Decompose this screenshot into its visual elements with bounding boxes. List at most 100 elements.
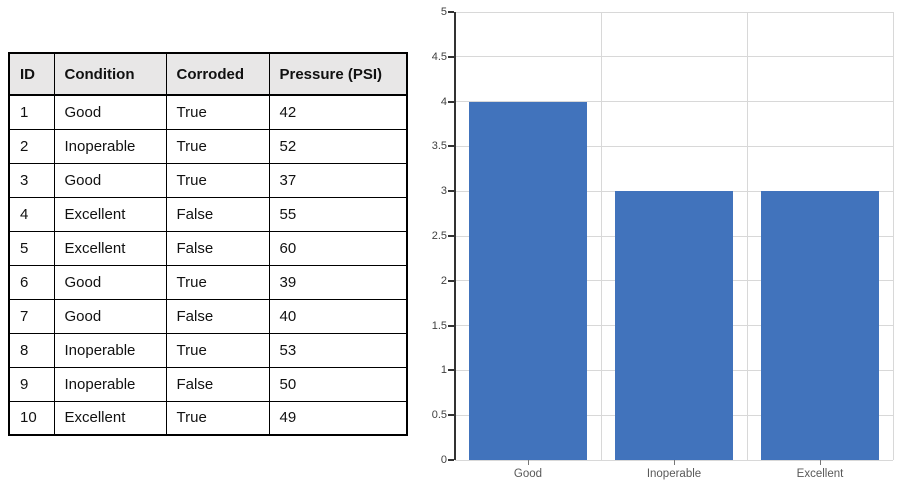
- table-cell: Excellent: [53, 196, 167, 232]
- vertical-gridline: [600, 12, 602, 460]
- x-axis-tick: [820, 460, 821, 465]
- horizontal-gridline: [455, 190, 893, 192]
- y-axis-line: [454, 12, 456, 460]
- data-table: ID Condition Corroded Pressure (PSI) 1 Good T…: [8, 52, 408, 436]
- table-cell: Good: [53, 162, 167, 198]
- table-row: 8 Inoperable True 53: [8, 332, 408, 368]
- horizontal-gridline: [455, 101, 893, 103]
- table-cell: 40: [268, 298, 408, 334]
- table-cell: 55: [268, 196, 408, 232]
- y-axis-tick-label: 2.5: [431, 230, 447, 242]
- table-cell: True: [165, 400, 270, 436]
- horizontal-gridline: [455, 414, 893, 416]
- y-axis-tick-label: 2: [440, 274, 447, 287]
- table-cell: 52: [268, 128, 408, 164]
- y-axis-tick: [448, 369, 454, 372]
- table-row: 7 Good False 40: [8, 298, 408, 334]
- table-cell: True: [165, 264, 270, 300]
- table-cell: 60: [268, 230, 408, 266]
- y-axis-tick: [448, 145, 454, 148]
- horizontal-gridline: [455, 11, 893, 13]
- table-cell: 3: [8, 162, 55, 198]
- table-cell: Excellent: [53, 400, 167, 436]
- table-cell: Inoperable: [53, 366, 167, 402]
- table-cell: True: [165, 128, 270, 164]
- y-axis-tick-label: 5: [440, 6, 447, 18]
- column-header: Condition: [53, 52, 167, 96]
- table-cell: Good: [53, 298, 167, 334]
- vertical-gridline: [746, 12, 748, 460]
- table-cell: False: [165, 230, 270, 266]
- bar-inoperable: [615, 191, 733, 460]
- table-cell: 5: [8, 230, 55, 266]
- table-row: 5 Excellent False 60: [8, 230, 408, 266]
- y-axis-tick: [448, 279, 454, 282]
- y-axis-tick-label: 1.5: [431, 319, 447, 332]
- table-row: 2 Inoperable True 52: [8, 128, 408, 164]
- table-row: 10 Excellent True 49: [8, 400, 408, 436]
- table-row: 3 Good True 37: [8, 162, 408, 198]
- table-cell: 53: [268, 332, 408, 368]
- vertical-gridline: [892, 12, 894, 460]
- table-cell: 7: [8, 298, 55, 334]
- table-row: 6 Good True 39: [8, 264, 408, 300]
- column-header: ID: [8, 52, 55, 96]
- horizontal-gridline: [455, 56, 893, 58]
- table-cell: 49: [268, 400, 408, 436]
- table-cell: 42: [268, 94, 408, 130]
- y-axis-tick: [448, 414, 454, 417]
- y-axis-tick: [448, 324, 454, 327]
- horizontal-gridline: [455, 235, 893, 237]
- table-cell: 9: [8, 366, 55, 402]
- chart-plot-area: [448, 11, 894, 461]
- y-axis-tick-label: 3.5: [431, 140, 447, 153]
- table-cell: Inoperable: [53, 128, 167, 164]
- x-axis-tick: [528, 460, 529, 465]
- table-cell: 50: [268, 366, 408, 402]
- horizontal-gridline: [455, 280, 893, 282]
- table-row: 4 Excellent False 55: [8, 196, 408, 232]
- y-axis-tick: [448, 235, 454, 237]
- table-cell: False: [165, 298, 270, 334]
- table-body: 1 Good True 42 2 Inoperable True 52 3 Good True 37 4…: [8, 94, 408, 436]
- y-axis-tick-label: 0.5: [431, 409, 447, 422]
- table-cell: Good: [53, 94, 167, 130]
- table-cell: 2: [8, 128, 55, 164]
- bar-excellent: [761, 191, 879, 460]
- y-axis-tick-label: 4.5: [431, 50, 447, 63]
- horizontal-gridline: [455, 145, 893, 147]
- table-cell: 10: [8, 400, 55, 436]
- y-axis-tick-label: 3: [440, 185, 447, 198]
- y-axis-tick: [448, 100, 454, 103]
- y-axis-tick-label: 4: [440, 95, 447, 108]
- table-cell: 8: [8, 332, 55, 368]
- y-axis-tick: [448, 55, 454, 58]
- x-axis-category-label: Excellent: [796, 468, 844, 480]
- horizontal-gridline: [455, 325, 893, 327]
- y-axis-tick: [448, 459, 454, 461]
- table-cell: 6: [8, 264, 55, 300]
- x-axis-category-label: Inoperable: [646, 468, 702, 480]
- table-cell: 37: [268, 162, 408, 198]
- y-axis-tick: [448, 11, 454, 13]
- table-cell: Good: [53, 264, 167, 300]
- table-cell: 1: [8, 94, 55, 130]
- table-cell: Excellent: [53, 230, 167, 266]
- y-axis-tick-label: 1: [440, 364, 447, 377]
- y-axis-tick: [448, 190, 454, 193]
- table-cell: True: [165, 162, 270, 198]
- table-cell: True: [165, 332, 270, 368]
- table-row: 9 Inoperable False 50: [8, 366, 408, 402]
- horizontal-gridline: [455, 369, 893, 371]
- column-header: Pressure (PSI): [268, 52, 408, 96]
- x-axis-tick: [674, 460, 675, 465]
- table-cell: False: [165, 196, 270, 232]
- table-cell: 4: [8, 196, 55, 232]
- table-row: 1 Good True 42: [8, 94, 408, 130]
- table-cell: True: [165, 94, 270, 130]
- horizontal-gridline: [455, 459, 893, 461]
- bar-good: [469, 101, 587, 460]
- table-cell: 39: [268, 264, 408, 300]
- table-cell: False: [165, 366, 270, 402]
